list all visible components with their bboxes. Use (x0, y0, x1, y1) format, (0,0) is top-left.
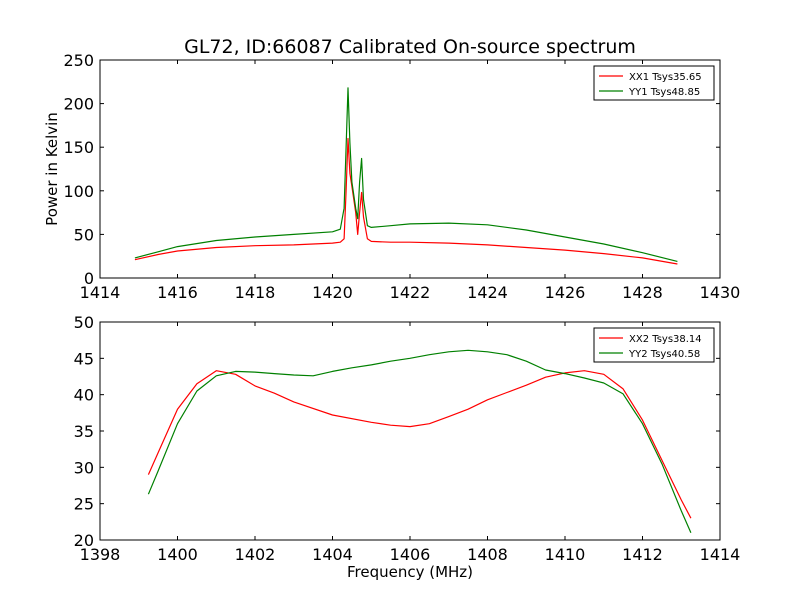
y-tick-label: 40 (74, 386, 94, 405)
y-tick-label: 50 (74, 313, 94, 332)
legend-label: XX1 Tsys35.65 (629, 72, 702, 83)
x-tick-label: 1404 (312, 545, 353, 564)
x-tick-label: 1416 (157, 283, 198, 302)
x-tick-label: 1426 (545, 283, 586, 302)
x-tick-label: 1402 (235, 545, 276, 564)
x-axis-label: Frequency (MHz) (347, 563, 473, 581)
series-line-2-1 (147, 370, 692, 519)
x-tick-label: 1414 (700, 545, 741, 564)
y-tick-label: 0 (84, 269, 94, 288)
legend: XX1 Tsys35.65 YY1 Tsys48.85 (593, 65, 715, 101)
y-tick-label: 150 (63, 138, 94, 157)
x-tick-label: 1430 (700, 283, 741, 302)
y-tick-label: 35 (74, 422, 94, 441)
legend-box (593, 65, 715, 101)
x-tick-label: 1398 (80, 545, 121, 564)
series-line-1-1 (134, 137, 678, 265)
series-line-2-2 (147, 349, 692, 533)
y-axis-label: Power in Kelvin (43, 112, 61, 226)
y-tick-label: 20 (74, 531, 94, 550)
legend: XX2 Tsys38.14 YY2 Tsys40.58 (593, 327, 715, 363)
y-tick-label: 50 (74, 225, 94, 244)
series-line-1-2 (134, 87, 678, 262)
x-tick-label: 1414 (80, 283, 121, 302)
y-tick-label: 200 (63, 95, 94, 114)
x-tick-label: 1408 (467, 545, 508, 564)
y-tick-label: 250 (63, 51, 94, 70)
x-tick-label: 1406 (390, 545, 431, 564)
x-tick-label: 1410 (545, 545, 586, 564)
legend-label: YY1 Tsys48.85 (628, 87, 700, 98)
x-tick-label: 1418 (235, 283, 276, 302)
x-tick-label: 1400 (157, 545, 198, 564)
chart-title: GL72, ID:66087 Calibrated On-source spec… (184, 36, 636, 58)
x-tick-label: 1428 (622, 283, 663, 302)
x-tick-label: 1422 (390, 283, 431, 302)
legend-label: YY2 Tsys40.58 (628, 349, 700, 360)
bottom-panel: 1398 1400 1402 1404 1406 1408 1410 1412 1414 20 25… (74, 313, 741, 581)
y-tick-label: 45 (74, 349, 94, 368)
x-tick-label: 1424 (467, 283, 508, 302)
x-tick-label: 1412 (622, 545, 663, 564)
y-tick-label: 30 (74, 458, 94, 477)
y-tick-label: 100 (63, 182, 94, 201)
legend-box (593, 327, 715, 363)
y-tick-label: 25 (74, 495, 94, 514)
legend-label: XX2 Tsys38.14 (629, 334, 702, 345)
top-panel: 1414 1416 1418 1420 1422 1424 1426 1428 1430 0 50 1… (43, 51, 740, 302)
x-tick-label: 1420 (312, 283, 353, 302)
